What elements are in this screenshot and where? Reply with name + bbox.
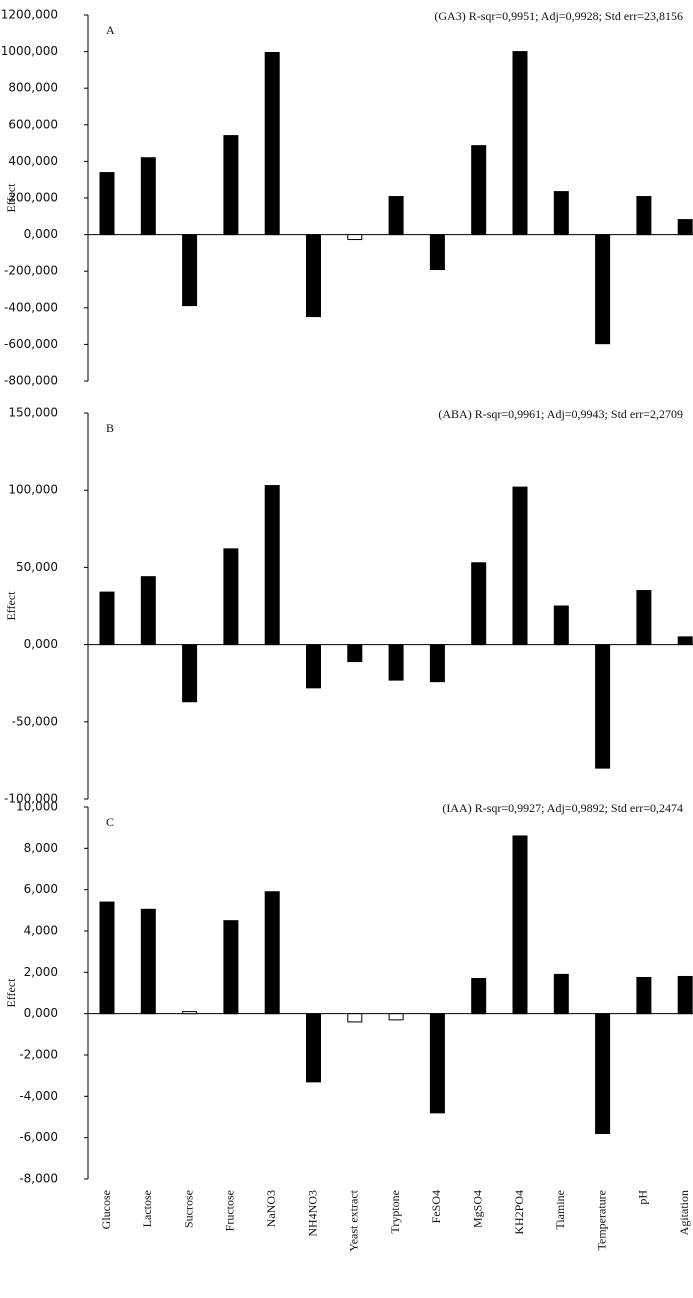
x-tick-label: NH4NO3: [305, 1190, 319, 1237]
y-tick-label: 0,000: [24, 637, 58, 651]
bar: [306, 644, 321, 689]
y-tick-label: -400,000: [4, 300, 58, 314]
annotation: (ABA) R-sqr=0,9961; Adj=0,9943; Std err=…: [438, 407, 683, 421]
x-tick-label: NaNO3: [264, 1190, 278, 1227]
y-tick-label: 1000,000: [1, 44, 58, 58]
y-axis-label: Effect: [4, 978, 18, 1008]
bar: [182, 644, 198, 703]
y-tick-label: 200,000: [8, 191, 58, 205]
bar: [636, 977, 652, 1015]
bar: [140, 908, 156, 1015]
y-tick-label: -4,000: [19, 1089, 58, 1103]
bar: [182, 234, 198, 307]
bar: [264, 52, 280, 236]
y-axis-label: Effect: [4, 591, 18, 621]
bar: [99, 901, 115, 1015]
bar: [429, 234, 445, 271]
bar: [677, 636, 693, 646]
y-tick-label: 400,000: [8, 154, 58, 168]
bar: [429, 644, 445, 683]
bar: [140, 157, 156, 236]
y-tick-label: 0,000: [24, 1006, 58, 1020]
y-tick-label: 150,000: [8, 406, 58, 420]
x-tick-label: MgSO4: [470, 1190, 484, 1228]
bar: [264, 891, 280, 1015]
panel-label: B: [106, 421, 114, 435]
bar: [388, 644, 404, 681]
y-tick-label: 10,000: [16, 800, 58, 814]
bar: [140, 576, 156, 646]
x-tick-label: FeSO4: [429, 1190, 443, 1223]
bar: [347, 1013, 363, 1023]
y-tick-label: 800,000: [8, 81, 58, 95]
bar: [512, 486, 528, 646]
bar: [347, 234, 363, 241]
x-tick-label: Sucrose: [181, 1190, 195, 1228]
y-tick-label: -8,000: [19, 1172, 58, 1186]
bar: [223, 920, 239, 1015]
x-tick-label: pH: [636, 1190, 650, 1205]
x-tick-label: Fructose: [223, 1190, 237, 1231]
bar: [677, 219, 693, 236]
bar: [595, 234, 611, 345]
bar: [636, 590, 652, 646]
bar: [306, 1013, 321, 1083]
y-tick-label: -100,000: [4, 792, 58, 806]
y-tick-label: 100,000: [8, 483, 58, 497]
x-tick-label: Lactose: [140, 1190, 154, 1227]
bar: [677, 975, 693, 1015]
y-tick-label: 4,000: [24, 924, 58, 938]
bar: [471, 978, 487, 1015]
bar: [553, 191, 569, 236]
bar: [595, 644, 611, 769]
y-axis-label: Effect: [4, 183, 18, 213]
bar: [429, 1013, 445, 1114]
bar: [471, 562, 487, 646]
x-tick-label: Tryptone: [388, 1190, 402, 1234]
y-tick-label: 6,000: [24, 882, 58, 896]
y-tick-label: 2,000: [24, 965, 58, 979]
bar: [99, 172, 115, 236]
bar: [595, 1013, 611, 1135]
bar: [512, 51, 528, 236]
y-tick-label: -2,000: [19, 1048, 58, 1062]
bar: [553, 605, 569, 646]
bar: [99, 591, 115, 646]
bar: [182, 1011, 198, 1015]
bar: [264, 485, 280, 646]
bar: [223, 548, 239, 646]
annotation: (GA3) R-sqr=0,9951; Adj=0,9928; Std err=…: [434, 9, 683, 23]
bar: [636, 196, 652, 236]
x-tick-label: Temperature: [594, 1190, 608, 1250]
panel-label: C: [106, 815, 114, 829]
bar: [512, 835, 528, 1015]
y-tick-label: 8,000: [24, 841, 58, 855]
y-tick-label: -800,000: [4, 374, 58, 388]
bar: [347, 644, 363, 663]
y-tick-label: -200,000: [4, 264, 58, 278]
y-tick-label: 600,000: [8, 117, 58, 131]
bar: [553, 973, 569, 1015]
y-tick-label: 1200,000: [1, 8, 58, 22]
bar: [388, 196, 404, 236]
bar: [223, 135, 239, 236]
x-tick-label: Agitation: [677, 1190, 691, 1235]
x-tick-label: Yeast extract: [347, 1189, 361, 1251]
y-tick-label: 50,000: [16, 560, 58, 574]
y-tick-label: -6,000: [19, 1130, 58, 1144]
bar: [306, 234, 321, 318]
y-tick-label: 0,000: [24, 227, 58, 241]
x-tick-label: KH2PO4: [512, 1190, 526, 1235]
panel-label: A: [106, 23, 115, 37]
bar: [471, 145, 487, 236]
bar: [388, 1013, 404, 1021]
annotation: (IAA) R-sqr=0,9927; Adj=0,9892; Std err=…: [442, 801, 683, 815]
y-tick-label: -600,000: [4, 337, 58, 351]
x-tick-label: Tiamine: [553, 1190, 567, 1230]
y-tick-label: -50,000: [12, 714, 58, 728]
x-tick-label: Glucose: [99, 1190, 113, 1229]
